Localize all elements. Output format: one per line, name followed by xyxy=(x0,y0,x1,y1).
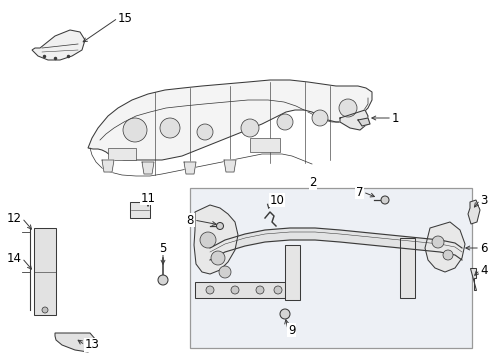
Polygon shape xyxy=(130,202,150,218)
Polygon shape xyxy=(142,162,154,174)
Bar xyxy=(250,138,280,152)
Polygon shape xyxy=(194,205,238,274)
Polygon shape xyxy=(224,160,236,172)
Polygon shape xyxy=(32,30,85,60)
Polygon shape xyxy=(285,245,300,300)
Text: 15: 15 xyxy=(118,12,133,24)
Text: 2: 2 xyxy=(309,176,317,189)
Circle shape xyxy=(206,286,214,294)
Circle shape xyxy=(381,196,389,204)
Text: 10: 10 xyxy=(270,194,285,207)
Text: 9: 9 xyxy=(288,324,295,337)
Polygon shape xyxy=(468,200,480,224)
Circle shape xyxy=(339,99,357,117)
Polygon shape xyxy=(210,228,462,260)
Polygon shape xyxy=(55,333,96,352)
Circle shape xyxy=(256,286,264,294)
Circle shape xyxy=(443,250,453,260)
Polygon shape xyxy=(470,268,476,290)
Circle shape xyxy=(277,114,293,130)
Polygon shape xyxy=(184,162,196,174)
Text: 6: 6 xyxy=(480,242,488,255)
Circle shape xyxy=(160,118,180,138)
Polygon shape xyxy=(195,282,290,298)
Text: 5: 5 xyxy=(159,242,167,255)
Polygon shape xyxy=(88,80,372,160)
Polygon shape xyxy=(425,222,465,272)
Circle shape xyxy=(219,266,231,278)
Polygon shape xyxy=(400,238,415,298)
Text: 8: 8 xyxy=(187,213,194,226)
Circle shape xyxy=(200,232,216,248)
Circle shape xyxy=(197,124,213,140)
Circle shape xyxy=(432,236,444,248)
Text: 14: 14 xyxy=(7,252,22,265)
Polygon shape xyxy=(34,228,56,315)
Text: 11: 11 xyxy=(141,192,155,204)
Bar xyxy=(108,148,136,160)
Circle shape xyxy=(274,286,282,294)
Text: 1: 1 xyxy=(392,112,399,125)
Circle shape xyxy=(158,275,168,285)
Circle shape xyxy=(312,110,328,126)
Circle shape xyxy=(231,286,239,294)
Text: 3: 3 xyxy=(480,194,488,207)
Text: 7: 7 xyxy=(356,185,363,198)
Text: 4: 4 xyxy=(480,264,488,276)
Text: 13: 13 xyxy=(85,338,100,351)
Polygon shape xyxy=(340,110,368,130)
Circle shape xyxy=(217,222,223,230)
Circle shape xyxy=(211,251,225,265)
Bar xyxy=(190,188,472,348)
Text: 12: 12 xyxy=(7,211,22,225)
Circle shape xyxy=(123,118,147,142)
Circle shape xyxy=(42,307,48,313)
Polygon shape xyxy=(358,118,370,126)
Polygon shape xyxy=(102,160,114,172)
Circle shape xyxy=(280,309,290,319)
Circle shape xyxy=(241,119,259,137)
